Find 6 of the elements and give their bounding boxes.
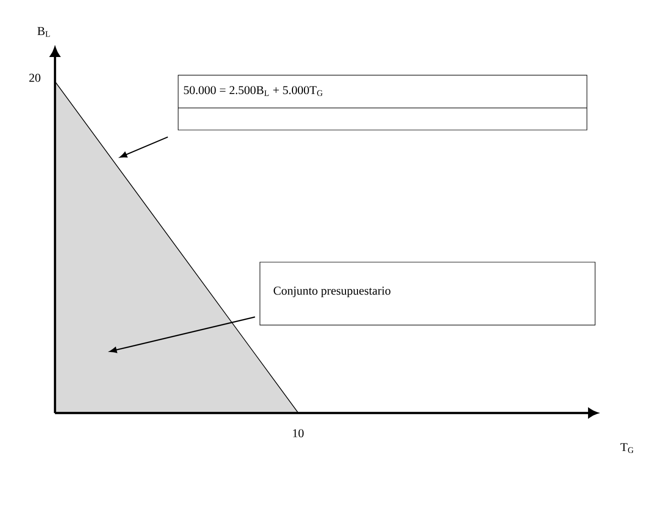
y-axis-title: B$_{L}$ bbox=[38, 27, 50, 37]
text: 10 bbox=[293, 429, 304, 438]
text: 20 bbox=[29, 74, 40, 82]
annotation: Conjunto presupuestario bbox=[274, 286, 390, 298]
x-axis-title: T$_{G}$ bbox=[620, 443, 634, 453]
annotation: 50.000 = 2.500B$_{L}$ + 5.000T$_{G}$ bbox=[184, 86, 323, 96]
